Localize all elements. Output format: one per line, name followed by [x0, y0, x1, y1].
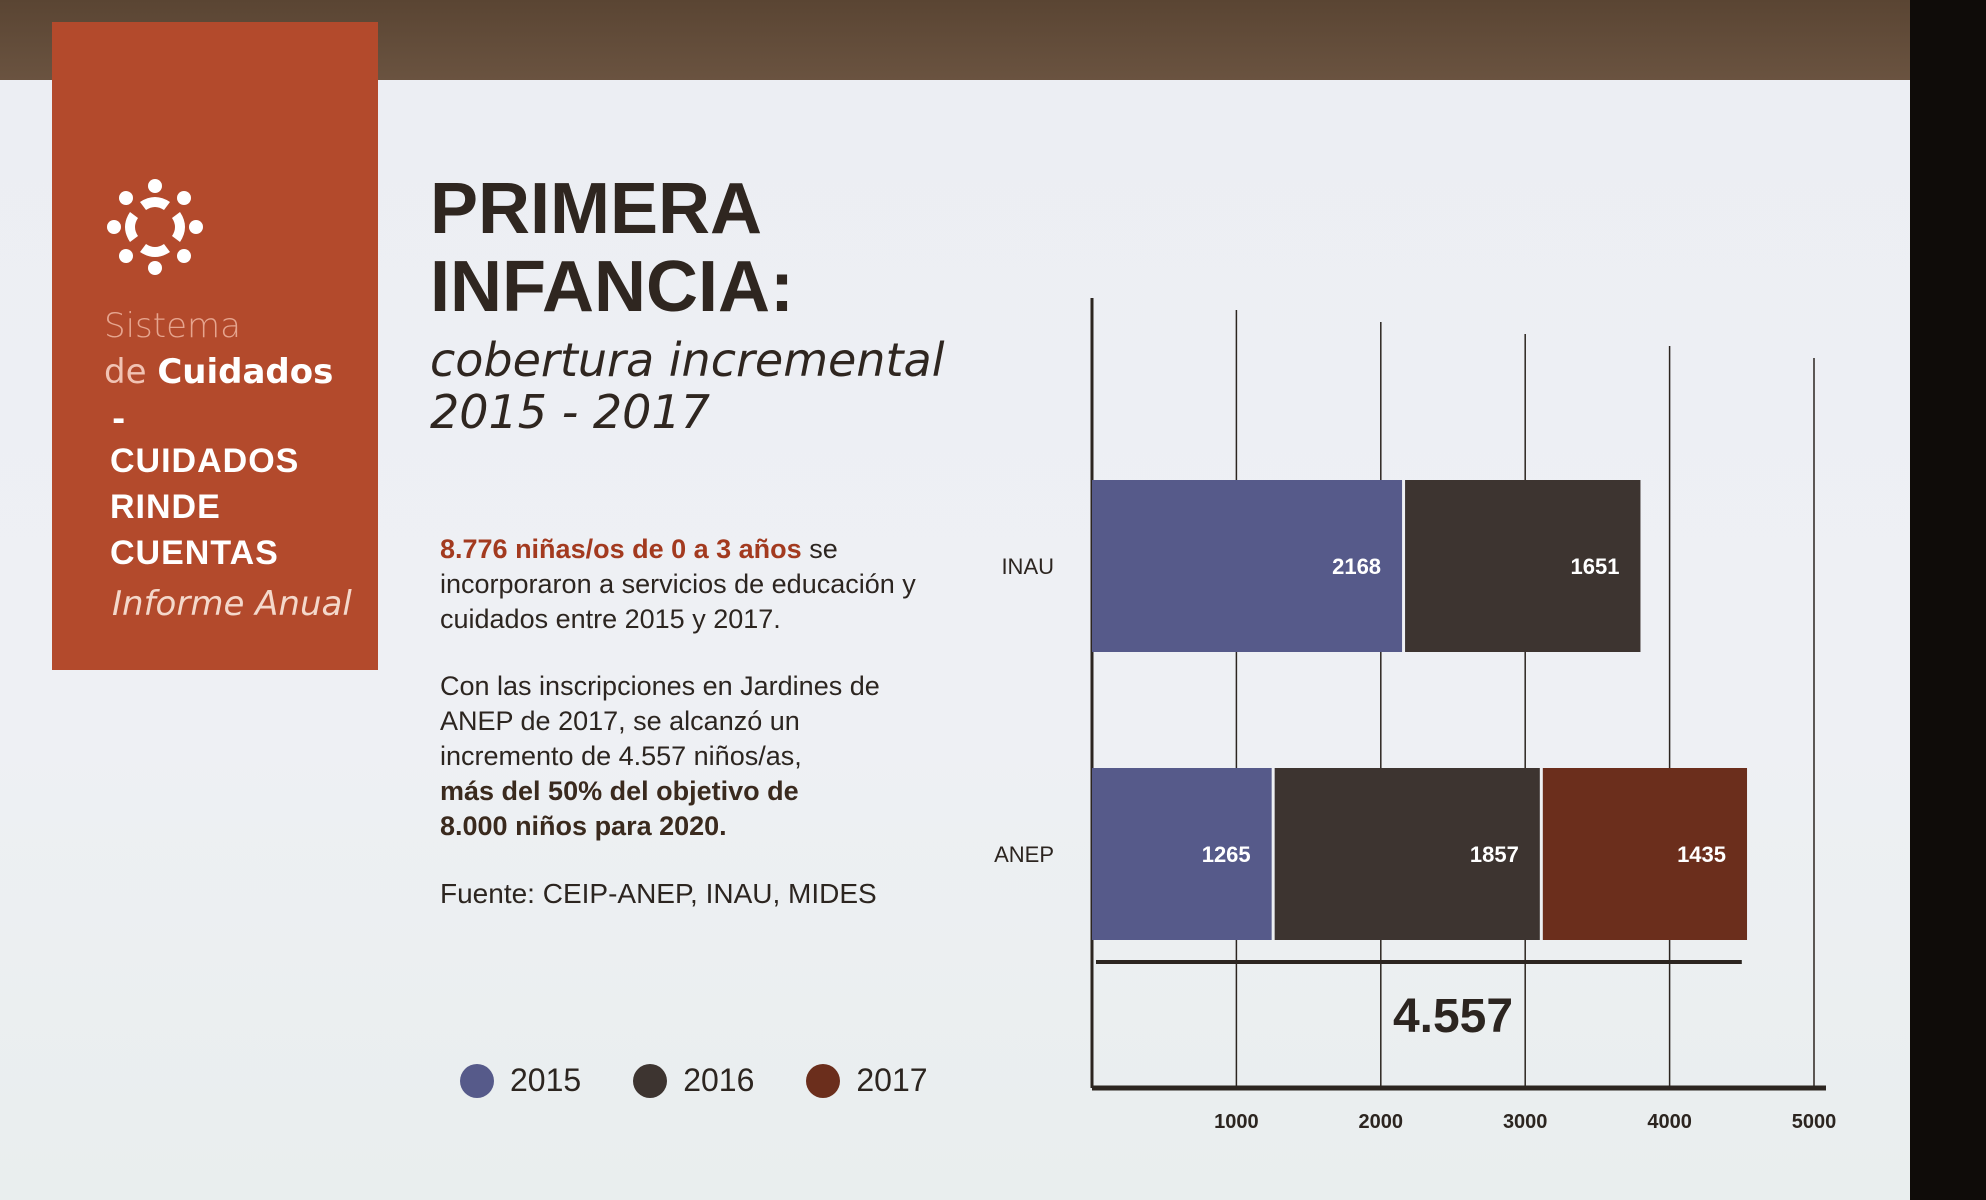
- brand-de-cuidados: de Cuidados: [104, 352, 333, 392]
- legend-swatch-2015: [460, 1063, 494, 1098]
- bar-anep-2017: [1542, 768, 1748, 940]
- brand-dash: -: [112, 400, 126, 438]
- legend-label-2015: 2015: [510, 1062, 582, 1098]
- anep-bold-2: 8.000 niños para 2020.: [440, 811, 727, 841]
- brand-line-3: CUENTAS: [110, 534, 279, 572]
- category-label-anep: ANEP: [994, 842, 1054, 867]
- bar-value-label: 2168: [1332, 554, 1381, 579]
- body-text: 8.776 niñas/os de 0 a 3 años se incorpor…: [440, 532, 960, 911]
- source-text: Fuente: CEIP-ANEP, INAU, MIDES: [440, 878, 877, 909]
- brand-panel: Sistema de Cuidados - CUIDADOS RINDE CUE…: [52, 22, 378, 670]
- room-edge: [1910, 0, 1986, 1200]
- bar-inau-2015: [1092, 480, 1403, 652]
- x-tick-label-2000: 2000: [1359, 1111, 1404, 1133]
- x-tick-label-1000: 1000: [1214, 1111, 1259, 1133]
- page-title-line-1: PRIMERA: [430, 169, 763, 249]
- x-tick-label-5000: 5000: [1792, 1111, 1837, 1133]
- brand-informe: Informe Anual: [112, 584, 352, 624]
- brand-sistema: Sistema: [104, 306, 241, 346]
- anep-bold-1: más del 50% del objetivo de: [440, 776, 799, 806]
- x-tick-label-3000: 3000: [1503, 1111, 1548, 1133]
- page-title-line-2: INFANCIA:: [430, 247, 794, 327]
- brand-cuidados: Cuidados: [157, 352, 334, 392]
- legend-swatch-2016: [633, 1063, 668, 1098]
- coverage-text-1: se: [801, 534, 838, 564]
- brand-line-2: RINDE: [110, 488, 221, 526]
- legend-item-2016: 2016: [633, 1062, 754, 1099]
- legend-swatch-2017: [806, 1063, 841, 1098]
- legend-item-2017: 2017: [806, 1062, 928, 1099]
- category-label-inau: INAU: [1001, 554, 1054, 579]
- anep-text-2: ANEP de 2017, se alcanzó un: [440, 706, 800, 736]
- page-subtitle-line-2: 2015 - 2017: [430, 385, 710, 439]
- bar-value-label: 1651: [1571, 554, 1620, 579]
- brand-de: de: [104, 352, 147, 392]
- paragraph-coverage: 8.776 niñas/os de 0 a 3 años se incorpor…: [440, 532, 960, 637]
- legend-item-2015: 2015: [460, 1062, 581, 1099]
- legend-label-2016: 2016: [683, 1062, 755, 1098]
- bar-value-label: 1435: [1677, 842, 1726, 867]
- page-subtitle-line-1: cobertura incremental: [430, 333, 945, 387]
- anep-text-3: incremento de 4.557 niños/as,: [440, 741, 802, 771]
- bar-value-label: 1265: [1202, 842, 1251, 867]
- sistema-de-cuidados-logo-icon: [107, 179, 203, 275]
- total-increase-label: 4.557: [1393, 990, 1513, 1043]
- coverage-text-3: cuidados entre 2015 y 2017.: [440, 604, 781, 634]
- legend-label-2017: 2017: [856, 1062, 928, 1098]
- chart-legend: 2015 2016 2017: [460, 1062, 980, 1099]
- anep-text-1: Con las inscripciones en Jardines de: [440, 671, 880, 701]
- coverage-text-2: incorporaron a servicios de educación y: [440, 569, 916, 599]
- bar-value-label: 1857: [1470, 842, 1519, 867]
- bar-anep-2016: [1274, 768, 1540, 940]
- bar-anep-2015: [1092, 768, 1272, 940]
- brand-line-1: CUIDADOS: [110, 442, 300, 480]
- x-tick-label-4000: 4000: [1647, 1111, 1692, 1133]
- title-block: PRIMERA INFANCIA: cobertura incremental …: [430, 170, 944, 438]
- paragraph-anep: Con las inscripciones en Jardines de ANE…: [440, 669, 960, 844]
- coverage-highlight: 8.776 niñas/os de 0 a 3 años: [440, 534, 802, 564]
- bar-inau-2016: [1405, 480, 1641, 652]
